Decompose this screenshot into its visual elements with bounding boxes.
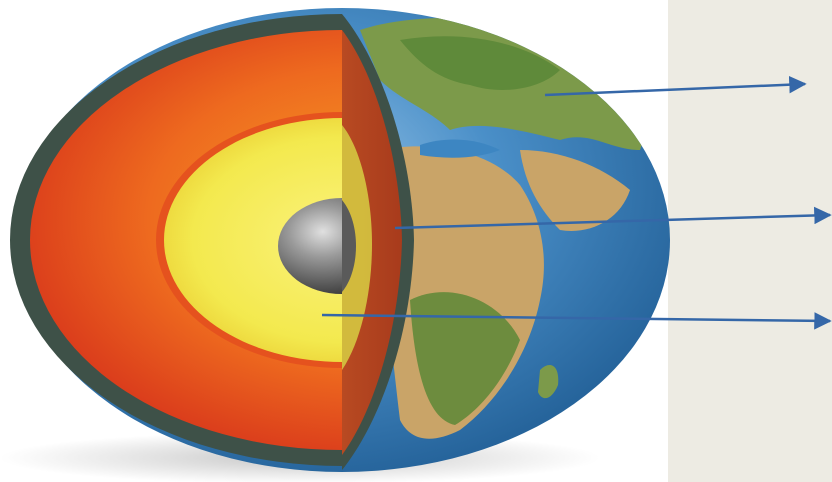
cut-face bbox=[342, 14, 414, 470]
pointer-arrow-crust bbox=[544, 75, 807, 97]
outer-core-layer bbox=[164, 118, 342, 362]
inner-core-layer bbox=[278, 198, 342, 294]
pointer-arrow-mantle bbox=[394, 206, 832, 230]
pointer-arrow-core bbox=[321, 312, 832, 330]
label-panel bbox=[668, 0, 832, 482]
interior-layers bbox=[10, 14, 342, 466]
